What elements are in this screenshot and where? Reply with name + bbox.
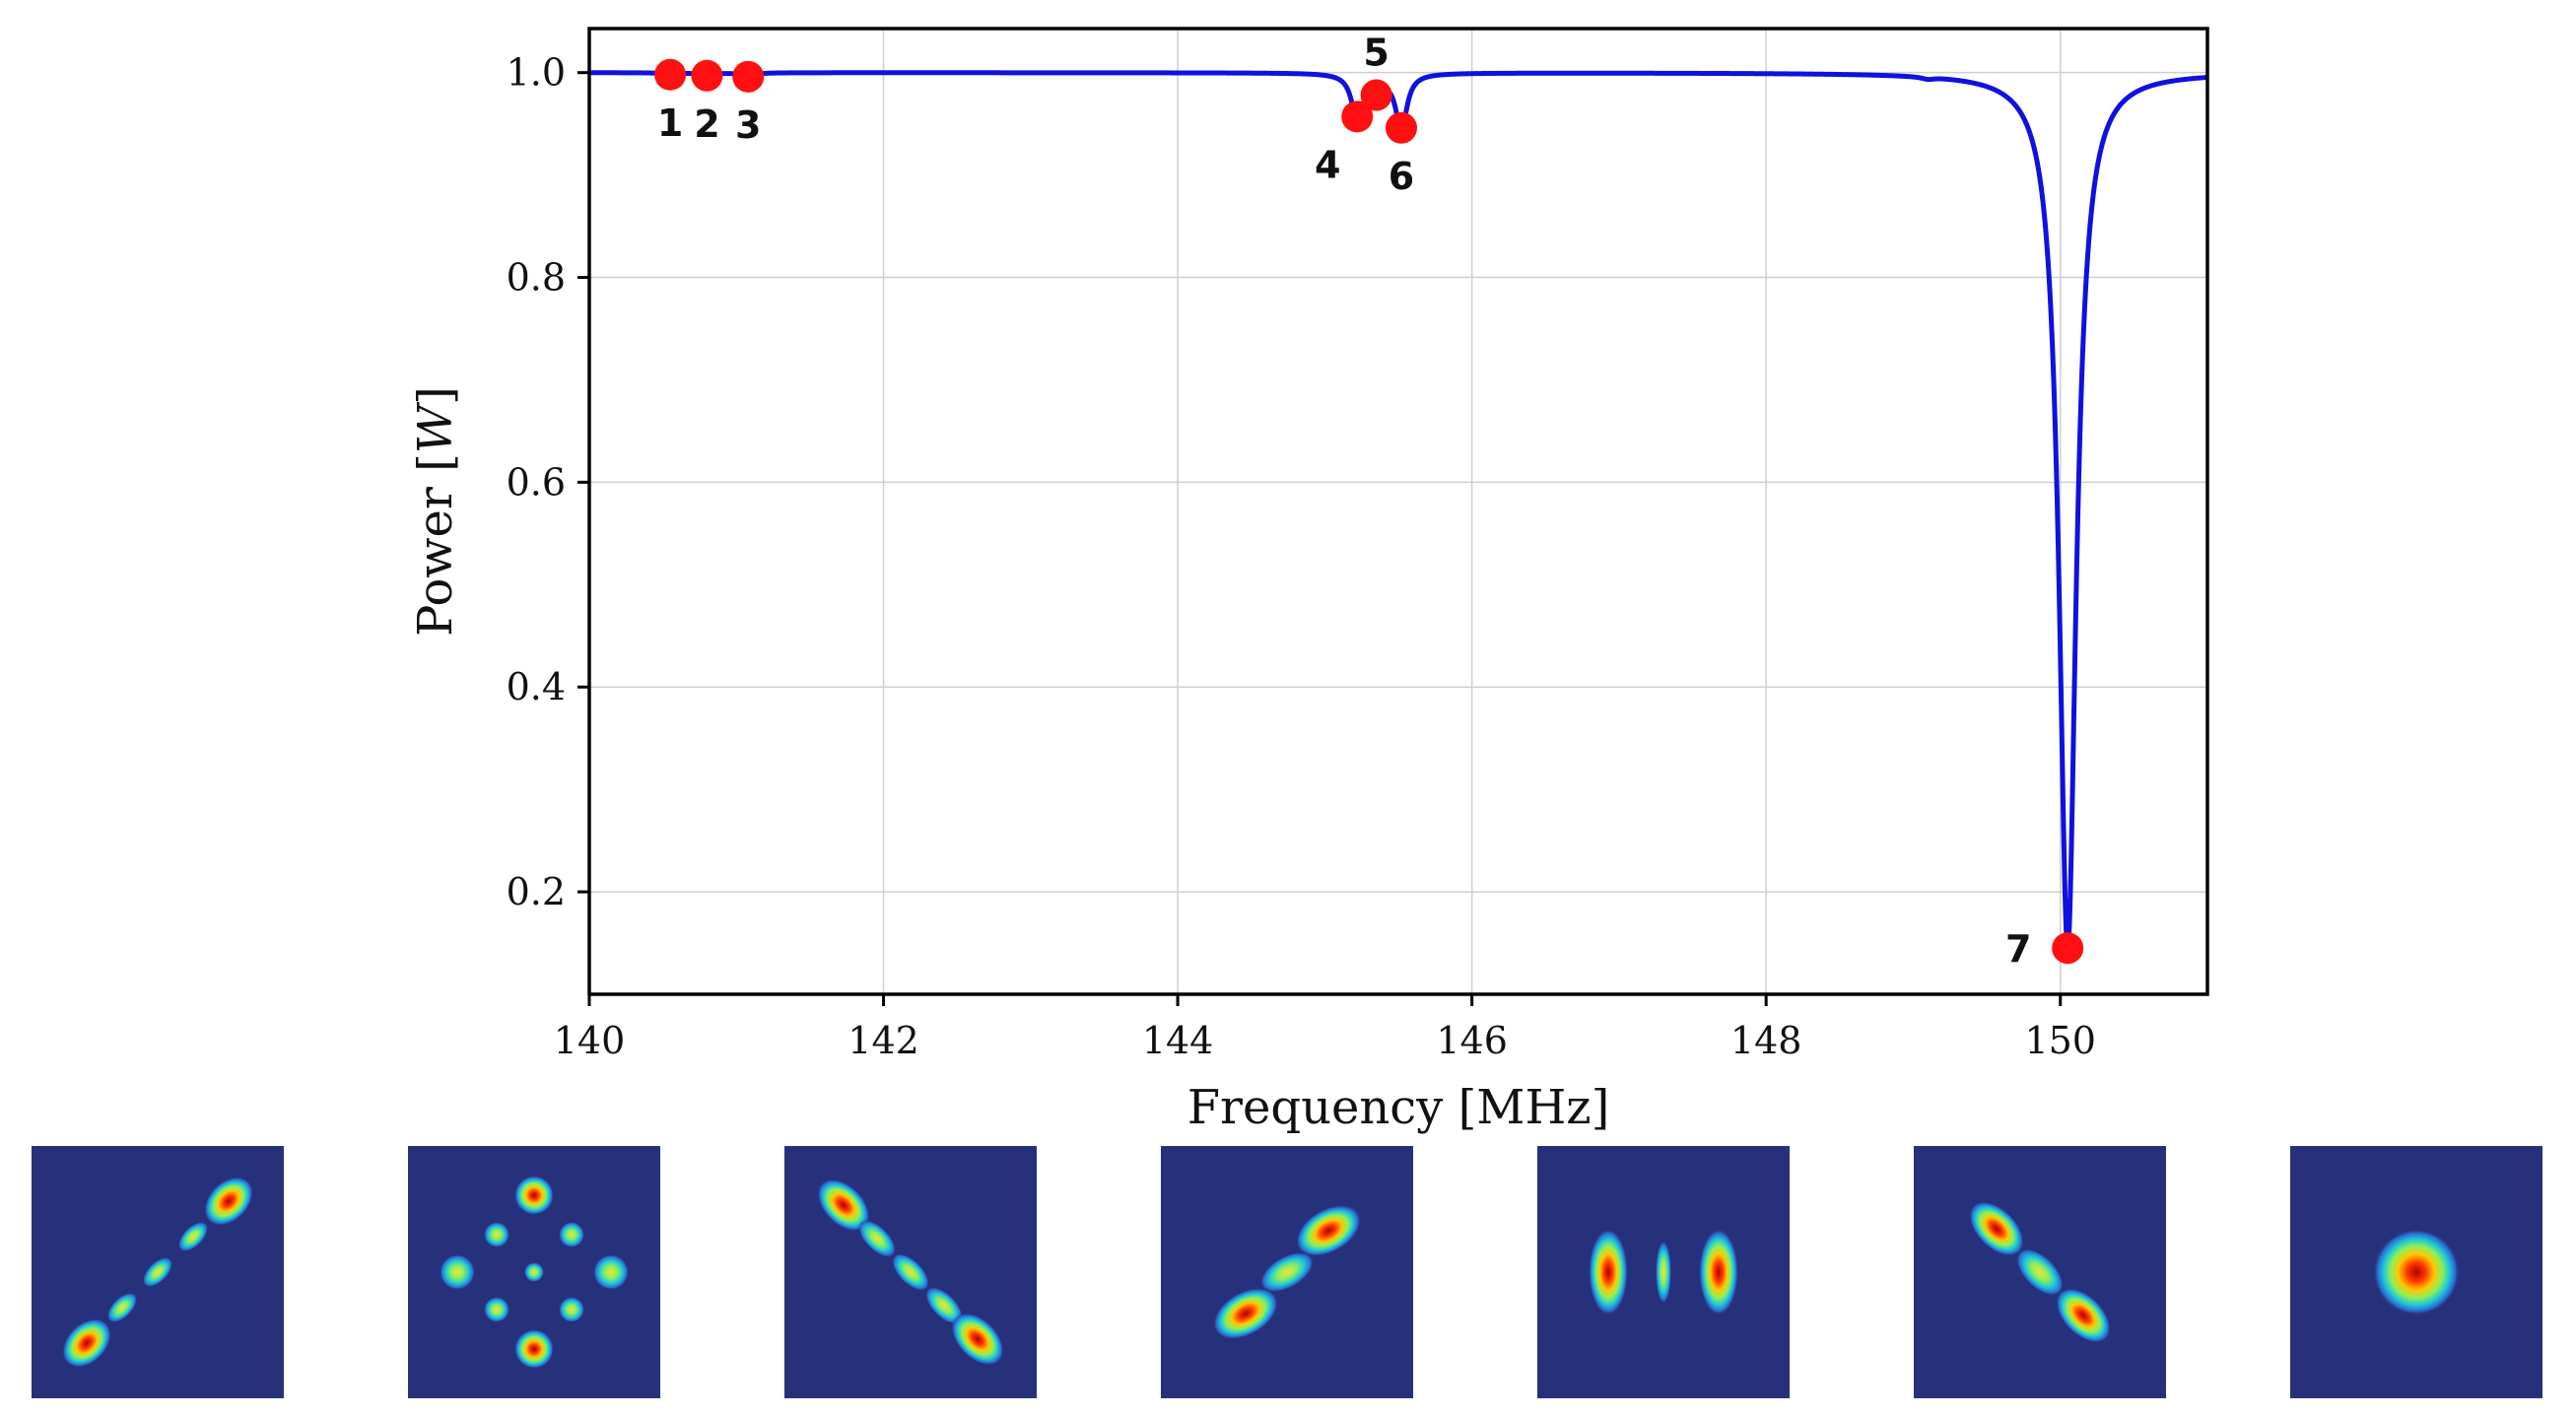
mode-image-5	[1537, 1146, 1790, 1398]
y-tick-label: 0.8	[507, 256, 566, 300]
mode-lobe	[514, 1176, 554, 1215]
x-tick-label: 150	[2024, 1019, 2096, 1062]
data-point-2	[691, 59, 723, 92]
mode-profile-row	[32, 1146, 2542, 1398]
mode-image-1	[32, 1146, 284, 1398]
x-tick-label: 146	[1436, 1019, 1508, 1062]
data-point-1	[654, 58, 687, 91]
mode-lobe	[2015, 1247, 2065, 1297]
y-axis-title: Power [W]	[408, 386, 463, 637]
plot-frame	[587, 27, 2209, 996]
x-axis-title: Frequency [MHz]	[1187, 1080, 1610, 1135]
mode-lobe	[1259, 1251, 1315, 1293]
y-tick-label: 0.6	[507, 460, 566, 504]
mode-lobe	[204, 1177, 253, 1226]
data-point-label: 4	[1315, 143, 1340, 186]
mode-lobe	[106, 1292, 138, 1323]
data-points: 1 2 3 4 5 6 7	[654, 32, 2084, 971]
mode-image-4	[1161, 1146, 1413, 1398]
mode-lobe	[1656, 1241, 1671, 1304]
mode-lobe	[440, 1254, 475, 1290]
y-tick-label: 1.0	[507, 51, 566, 95]
y-tick-label: 0.2	[507, 870, 566, 913]
data-point-6	[1385, 111, 1417, 144]
mode-lobe	[2373, 1229, 2460, 1315]
mode-lobe	[951, 1313, 1004, 1366]
data-point-label: 5	[1363, 32, 1389, 75]
mode-lobe	[484, 1297, 509, 1322]
data-point-7	[2052, 932, 2084, 965]
mode-lobe	[925, 1287, 963, 1324]
data-point-5	[1360, 79, 1392, 111]
x-tick-label: 140	[554, 1019, 626, 1062]
mode-lobe	[177, 1221, 209, 1252]
mode-image-6	[1914, 1146, 2166, 1398]
mode-lobe	[514, 1329, 554, 1369]
mode-image-7	[2290, 1146, 2542, 1398]
series-line-transmission	[589, 70, 2207, 952]
data-point-label: 2	[694, 102, 719, 146]
data-point-3	[732, 60, 765, 93]
mode-image-2	[408, 1146, 660, 1398]
mode-lobe	[2056, 1288, 2111, 1343]
data-point-label: 6	[1389, 155, 1414, 198]
mode-lobe	[559, 1222, 584, 1247]
mode-image-3	[784, 1146, 1037, 1398]
mode-lobe	[1295, 1204, 1362, 1257]
x-tick-label: 144	[1142, 1019, 1214, 1062]
data-point-label: 3	[735, 103, 761, 147]
x-tick-label: 142	[847, 1019, 919, 1062]
mode-lobe	[524, 1262, 544, 1282]
x-axis: 140 142 144 146 148 150	[554, 994, 2096, 1062]
mode-lobe	[817, 1179, 870, 1232]
y-axis: 0.2 0.4 0.6 0.8 1.0	[507, 51, 589, 913]
data-point-4	[1341, 101, 1374, 133]
mode-lobe	[62, 1318, 111, 1368]
mode-lobe	[593, 1254, 629, 1290]
mode-lobe	[1212, 1287, 1279, 1340]
mode-lobe	[559, 1297, 584, 1322]
mode-lobe	[858, 1220, 896, 1257]
x-tick-label: 148	[1730, 1019, 1802, 1062]
mode-lobe	[892, 1253, 929, 1291]
mode-lobe	[1589, 1229, 1628, 1315]
mode-lobe	[484, 1222, 509, 1247]
data-point-label: 1	[657, 101, 683, 145]
mode-lobe	[1699, 1229, 1738, 1315]
mode-lobe	[1969, 1201, 2024, 1256]
data-point-label: 7	[2005, 927, 2031, 971]
mode-lobe	[142, 1256, 173, 1288]
y-tick-label: 0.4	[507, 665, 566, 708]
